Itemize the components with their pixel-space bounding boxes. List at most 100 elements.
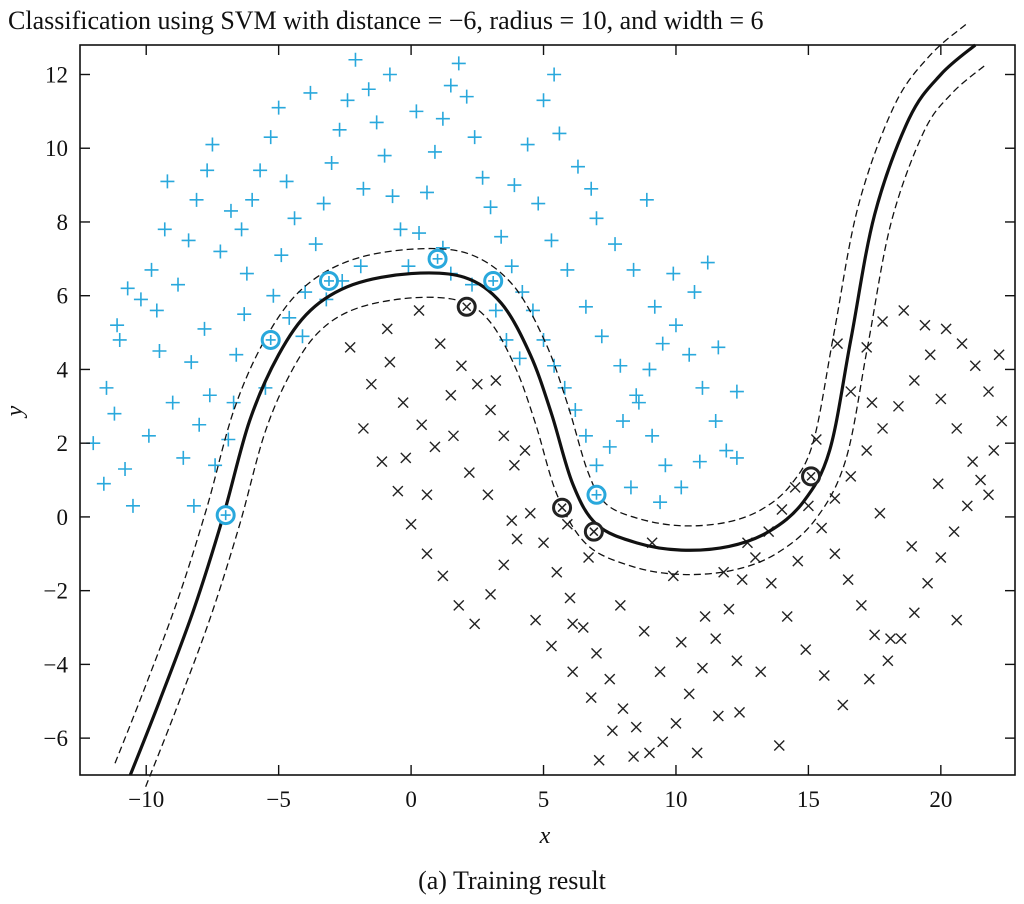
plus-marker	[639, 192, 654, 207]
plus-marker	[110, 318, 125, 333]
x-marker	[628, 751, 640, 763]
x-marker	[961, 500, 973, 512]
x-marker	[919, 319, 931, 331]
plus-marker	[451, 56, 466, 71]
plus-marker	[525, 303, 540, 318]
x-marker	[837, 699, 849, 711]
x-marker	[583, 551, 595, 563]
support-vector-marker	[432, 253, 443, 264]
plus-marker	[427, 144, 442, 159]
x-marker	[421, 548, 433, 560]
plus-marker	[208, 458, 223, 473]
plus-marker	[157, 222, 172, 237]
support-vector-marker	[589, 527, 599, 537]
x-marker	[469, 618, 481, 630]
x-marker	[898, 304, 910, 316]
x-marker	[882, 655, 894, 667]
plus-marker	[271, 100, 286, 115]
plus-marker	[666, 266, 681, 281]
plus-marker	[544, 233, 559, 248]
plus-marker	[287, 211, 302, 226]
x-marker	[561, 518, 573, 530]
plus-marker	[547, 67, 562, 82]
x-marker	[591, 647, 602, 659]
x-tick-label: 0	[405, 787, 417, 812]
plus-marker	[695, 380, 710, 395]
x-marker	[869, 629, 881, 641]
x-marker	[384, 356, 396, 368]
plus-marker	[615, 414, 630, 429]
x-marker	[643, 747, 655, 759]
x-marker	[471, 378, 483, 390]
plus-marker	[700, 255, 715, 270]
plus-marker	[594, 329, 609, 344]
x-marker	[381, 323, 393, 335]
x-marker	[413, 304, 425, 316]
x-marker	[400, 452, 412, 464]
margin-upper	[114, 23, 967, 764]
plus-marker	[608, 237, 623, 252]
plus-marker	[409, 104, 424, 119]
x-marker	[604, 673, 616, 685]
x-marker	[667, 570, 679, 582]
x-marker	[861, 341, 873, 353]
y-tick-label: 6	[57, 284, 69, 309]
plus-marker	[356, 181, 371, 196]
plus-marker	[642, 362, 657, 377]
plus-marker	[708, 414, 723, 429]
x-marker	[397, 397, 409, 409]
plus-marker	[266, 288, 281, 303]
plus-marker	[645, 428, 660, 443]
x-marker	[832, 338, 844, 350]
x-tick-label: 5	[538, 787, 550, 812]
x-marker	[863, 673, 875, 685]
x-marker	[508, 459, 520, 471]
y-tick-label: 2	[57, 431, 69, 456]
plus-marker	[531, 196, 546, 211]
plus-marker	[202, 388, 217, 403]
plus-marker	[200, 163, 215, 178]
plus-marker	[626, 262, 641, 277]
plus-marker	[623, 480, 638, 495]
x-marker	[344, 341, 356, 353]
x-marker	[654, 666, 666, 678]
x-marker	[585, 692, 597, 704]
x-marker	[617, 703, 629, 715]
x-marker	[755, 666, 767, 678]
x-marker	[948, 526, 960, 538]
plus-marker	[512, 351, 527, 366]
plus-marker	[488, 303, 503, 318]
x-marker	[906, 540, 918, 552]
plus-marker	[120, 281, 135, 296]
plus-marker	[176, 450, 191, 465]
plus-marker	[494, 229, 509, 244]
x-marker	[551, 566, 563, 578]
x-marker	[657, 736, 669, 748]
x-marker	[975, 474, 987, 486]
plus-marker	[687, 285, 702, 300]
x-marker	[951, 422, 963, 434]
plus-marker	[197, 321, 212, 336]
x-marker	[845, 470, 857, 482]
plus-marker	[348, 52, 363, 67]
x-marker	[567, 618, 579, 630]
x-marker	[935, 551, 947, 563]
x-marker	[434, 338, 446, 350]
y-tick-label: −4	[44, 652, 69, 677]
y-tick-label: −2	[44, 579, 68, 604]
x-marker	[675, 636, 687, 648]
x-marker	[855, 599, 867, 611]
x-marker	[861, 445, 873, 457]
x-marker	[699, 610, 711, 622]
y-tick-label: 4	[57, 357, 69, 382]
plus-marker	[560, 262, 575, 277]
plus-marker	[459, 89, 474, 104]
y-tick-label: −6	[44, 726, 68, 751]
x-marker	[789, 481, 801, 493]
plus-marker	[653, 495, 668, 510]
x-marker	[842, 574, 854, 586]
x-marker	[357, 422, 369, 434]
x-marker	[437, 570, 449, 582]
x-marker	[696, 662, 708, 674]
plus-marker	[507, 178, 522, 193]
